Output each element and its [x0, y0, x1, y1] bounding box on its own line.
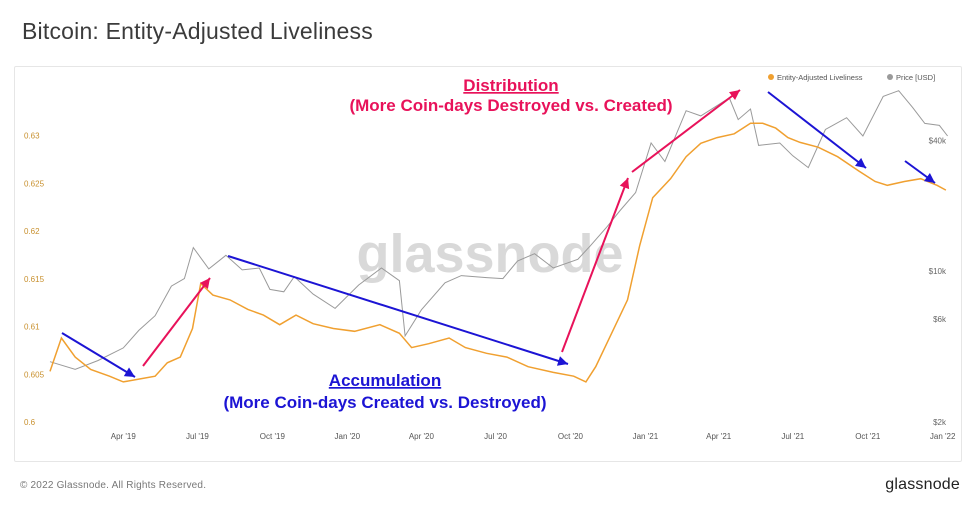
- legend-price-label: Price [USD]: [896, 73, 935, 82]
- legend: Entity-Adjusted Liveliness Price [USD]: [768, 73, 935, 82]
- right-tick-label: $40k: [929, 137, 947, 146]
- accumulation-arrowhead: [923, 173, 935, 183]
- glassnode-logo: glassnode: [885, 476, 960, 493]
- left-tick-label: 0.615: [24, 275, 45, 284]
- accumulation-arrowhead: [855, 157, 866, 168]
- distribution-arrowhead: [199, 278, 210, 289]
- left-tick-label: 0.6: [24, 418, 36, 427]
- distribution-arrowhead: [729, 90, 740, 101]
- distribution-arrow: [142, 277, 211, 367]
- accumulation-arrow: [227, 255, 569, 365]
- distribution-arrow: [631, 89, 741, 173]
- right-tick-label: $2k: [933, 418, 947, 427]
- accumulation-title: Accumulation: [329, 371, 441, 390]
- x-tick-label: Oct '19: [260, 432, 286, 441]
- series-liveliness-line: [49, 122, 947, 383]
- legend-liveliness-marker: [768, 74, 774, 80]
- x-tick-label: Jan '22: [930, 432, 956, 441]
- copyright-text: © 2022 Glassnode. All Rights Reserved.: [20, 480, 207, 491]
- right-axis: $2k $6k $10k $40k: [929, 137, 947, 427]
- distribution-title: Distribution: [463, 76, 558, 95]
- x-tick-label: Apr '20: [409, 432, 435, 441]
- x-tick-label: Jul '19: [186, 432, 209, 441]
- x-tick-label: Jul '20: [484, 432, 507, 441]
- right-tick-label: $6k: [933, 315, 947, 324]
- x-tick-label: Jan '20: [335, 432, 361, 441]
- x-tick-label: Apr '19: [111, 432, 137, 441]
- distribution-arrow: [561, 177, 629, 353]
- left-tick-label: 0.62: [24, 227, 40, 236]
- accumulation-arrow: [767, 91, 867, 169]
- trend-arrows: [61, 89, 936, 378]
- x-tick-label: Apr '21: [706, 432, 732, 441]
- legend-liveliness-label: Entity-Adjusted Liveliness: [777, 73, 863, 82]
- right-tick-label: $10k: [929, 267, 947, 276]
- left-tick-label: 0.63: [24, 132, 40, 141]
- legend-price-marker: [887, 74, 893, 80]
- left-tick-label: 0.61: [24, 323, 40, 332]
- chart-frame: [14, 66, 962, 462]
- x-tick-label: Oct '21: [855, 432, 881, 441]
- x-axis: Apr '19 Jul '19 Oct '19 Jan '20 Apr '20 Jul '…: [111, 432, 956, 441]
- accumulation-arrowhead: [556, 356, 568, 366]
- accumulation-subtitle: (More Coin-days Created vs. Destroyed): [223, 393, 546, 412]
- distribution-subtitle: (More Coin-days Destroyed vs. Created): [349, 96, 672, 115]
- series-price-line: [49, 90, 948, 370]
- accumulation-arrow: [61, 332, 136, 378]
- left-tick-label: 0.625: [24, 179, 45, 188]
- left-axis: 0.6 0.605 0.61 0.615 0.62 0.625 0.63: [24, 132, 45, 427]
- left-tick-label: 0.605: [24, 370, 45, 379]
- x-tick-label: Jan '21: [633, 432, 659, 441]
- distribution-arrowhead: [619, 178, 630, 190]
- x-tick-label: Jul '21: [781, 432, 804, 441]
- page-title: Bitcoin: Entity-Adjusted Liveliness: [22, 18, 373, 44]
- accumulation-arrowhead: [123, 367, 135, 377]
- watermark: glassnode: [356, 224, 623, 284]
- x-tick-label: Oct '20: [558, 432, 584, 441]
